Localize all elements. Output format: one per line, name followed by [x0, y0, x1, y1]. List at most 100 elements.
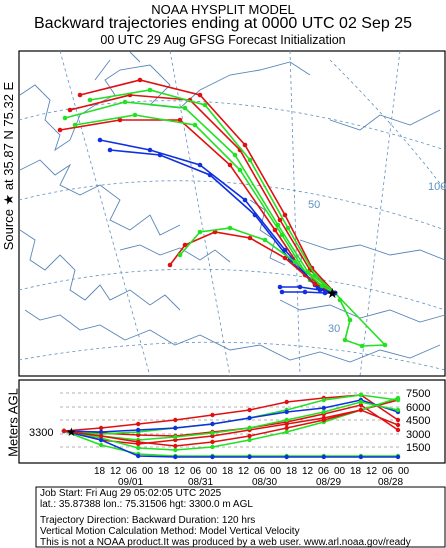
height-trajectory-marker [247, 407, 252, 413]
hour-tick-label: 12 [174, 466, 186, 477]
map-trajectory-marker [312, 281, 318, 287]
height-trajectory-marker [358, 407, 364, 413]
map-trajectory-marker [342, 337, 348, 343]
y-tick-4500: 4500 [406, 415, 430, 427]
height-trajectory-marker [210, 421, 215, 427]
map-trajectory-marker [197, 92, 203, 98]
map-trajectory-marker [277, 217, 283, 223]
height-trajectory-marker [358, 392, 364, 398]
height-trajectory-marker [284, 425, 289, 431]
map-trajectory-marker [279, 232, 285, 238]
lat-lon-grid [18, 50, 446, 377]
map-trajectory-marker [292, 259, 298, 265]
height-trajectory-marker [173, 434, 178, 440]
height-trajectory-marker [321, 405, 326, 411]
y-tick-7500: 7500 [406, 388, 430, 400]
height-trajectory-marker [284, 421, 289, 427]
hour-tick-label: 00 [270, 466, 282, 477]
footer-vertical-method: Vertical Motion Calculation Method: Mode… [40, 526, 300, 537]
map-trajectory-marker [147, 147, 153, 153]
map-trajectory-marker [157, 152, 163, 158]
date-tick-0901: 09/01 [118, 477, 143, 488]
height-tick-labels: 7500 6000 4500 3000 1500 [406, 388, 430, 454]
map-trajectory-marker [122, 99, 128, 105]
hour-tick-label: 06 [318, 466, 330, 477]
map-trajectory-marker [332, 290, 338, 296]
height-trajectory-marker [395, 395, 401, 401]
coastlines [19, 51, 446, 363]
hour-tick-label: 18 [158, 466, 170, 477]
hour-tick-label: 18 [94, 466, 106, 477]
source-star-icon: ★ [326, 285, 339, 301]
map-trajectory-marker [192, 122, 198, 128]
height-trajectory-marker [284, 399, 289, 405]
hour-tick-label: 06 [382, 466, 394, 477]
height-trajectory-line [63, 397, 399, 451]
height-trajectory-marker [247, 437, 252, 443]
map-trajectory-marker [242, 197, 248, 203]
height-trajectory-marker [247, 433, 252, 439]
map-trajectory-marker [197, 229, 203, 235]
map-trajectory-marker [207, 172, 213, 178]
map-trajectory-marker [57, 127, 63, 133]
hour-tick-label: 12 [366, 466, 378, 477]
hour-tick-labels: 18 12 06 00 18 12 06 00 18 12 06 00 18 12 06 00 18 12 06 00 [94, 466, 410, 477]
footer-direction: Trajectory Direction: Backward Duration:… [40, 515, 256, 526]
footer-frame [35, 486, 446, 548]
height-trajectory-line [63, 430, 398, 457]
map-trajectory-marker [312, 272, 318, 278]
map-trajectory-marker [252, 212, 258, 218]
map-trajectory-marker [137, 77, 143, 83]
height-trajectory-marker [61, 428, 67, 434]
height-trajectory-marker [321, 417, 326, 423]
map-trajectory-marker [197, 162, 203, 168]
map-trajectory-marker [322, 290, 328, 296]
hour-tick-label: 00 [334, 466, 346, 477]
y-tick-6000: 6000 [406, 402, 430, 414]
height-trajectory-marker [136, 445, 141, 451]
height-trajectory-marker [284, 429, 289, 435]
height-trajectory-marker [247, 454, 252, 460]
title-line-3: 00 UTC 29 Aug GFSG Forecast Initializati… [100, 33, 346, 47]
height-trajectory-line [63, 430, 398, 458]
contour-label-50: 50 [308, 199, 320, 211]
map-trajectory-marker [177, 252, 183, 258]
y-tick-3000: 3000 [406, 429, 430, 441]
map-trajectory-marker [62, 115, 68, 121]
height-trajectory-marker [395, 454, 401, 460]
height-trajectory-marker [98, 442, 104, 448]
map-trajectory-marker [227, 162, 233, 168]
contour-label-30: 30 [328, 323, 340, 335]
map-trajectory-marker [277, 284, 283, 290]
hour-tick-label: 06 [190, 466, 202, 477]
map-trajectories [57, 77, 388, 349]
footer-location: lat.: 35.87388 lon.: 75.31506 hgt: 3300.… [40, 499, 253, 510]
hour-tick-label: 18 [222, 466, 234, 477]
date-tick-labels: 09/01 08/31 08/30 08/29 08/28 [118, 477, 403, 488]
map-trajectory-marker [262, 237, 268, 243]
height-trajectory-marker [321, 409, 326, 415]
map-panel: 50 100 30 20 ★ [18, 50, 446, 377]
height-trajectory-marker [98, 429, 104, 435]
date-tick-0831: 08/31 [188, 477, 213, 488]
height-trajectory-marker [210, 444, 215, 450]
start-star-icon: ★ [66, 425, 77, 439]
height-trajectory-marker [136, 453, 141, 459]
height-trajectory-line [63, 399, 399, 433]
map-trajectory-marker [282, 212, 288, 218]
hour-tick-label: 00 [398, 466, 410, 477]
height-trajectory-marker [358, 399, 364, 405]
hour-tick-label: 18 [286, 466, 298, 477]
height-trajectory-marker [98, 437, 104, 443]
height-trajectories [61, 392, 401, 460]
height-panel: ★ 3300 7500 6000 4500 3000 1500 18 12 06 00… [18, 379, 446, 488]
map-trajectory-marker [272, 227, 278, 233]
map-trajectory-marker [237, 167, 243, 173]
height-trajectory-marker [395, 417, 401, 423]
map-trajectory-marker [202, 102, 208, 108]
map-trajectory-marker [77, 92, 83, 98]
map-trajectory-marker [177, 117, 183, 123]
height-trajectory-line [63, 401, 399, 441]
map-trajectory-marker [285, 225, 291, 231]
height-trajectory-marker [173, 454, 178, 460]
